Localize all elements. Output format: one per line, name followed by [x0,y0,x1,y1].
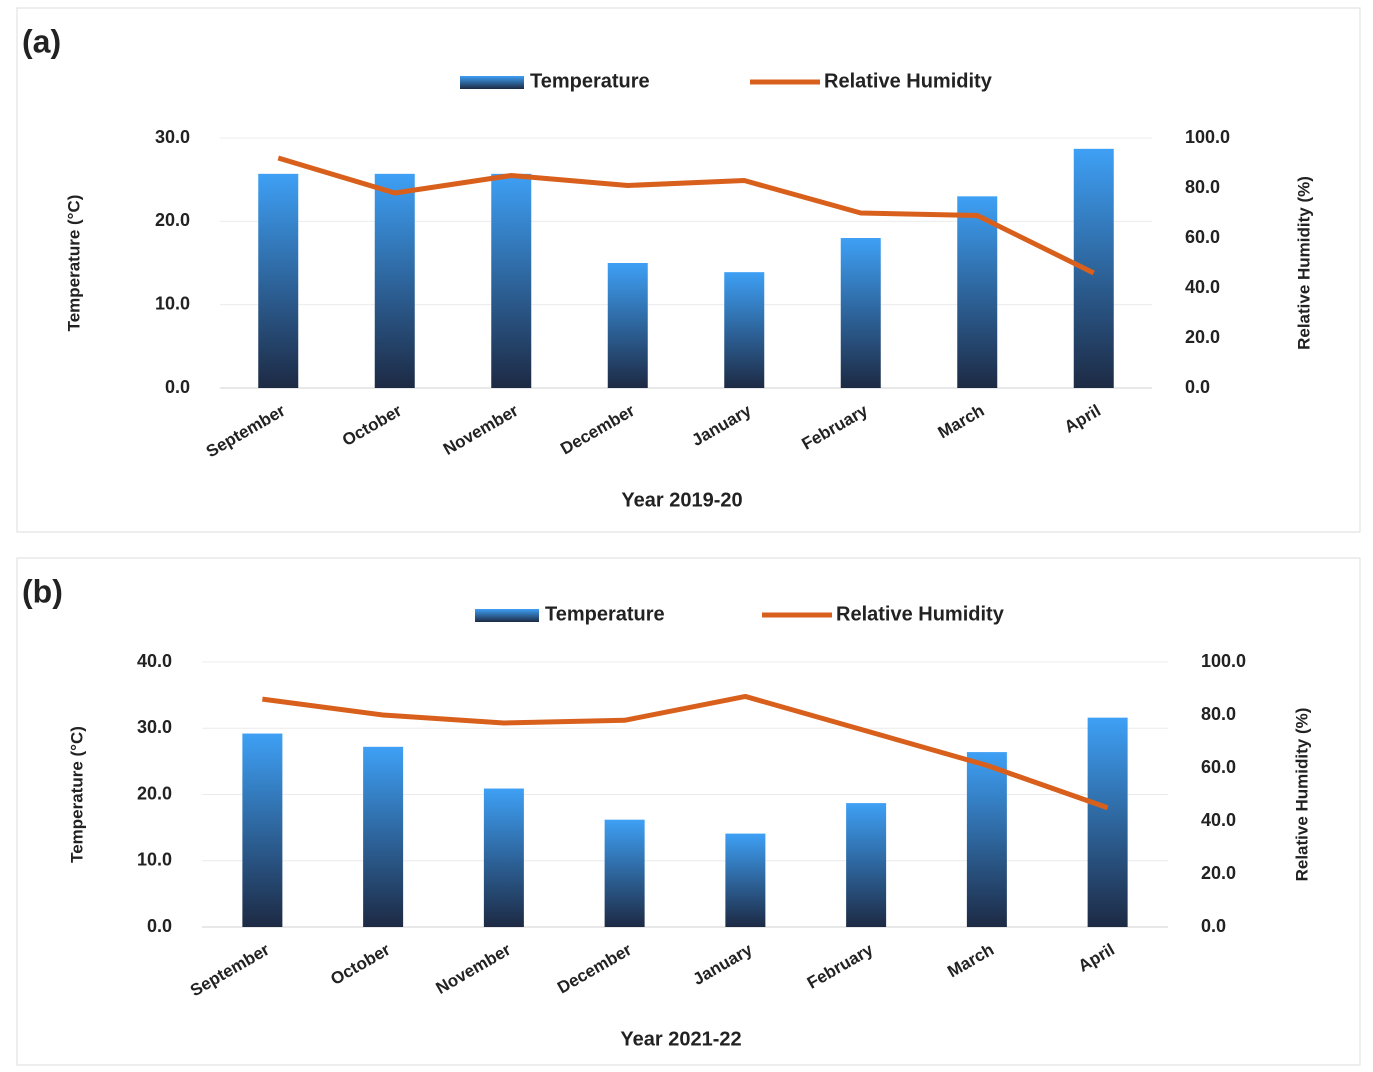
x-tick-label: December [557,401,638,459]
panel-label: (a) [22,23,61,59]
bar [724,272,765,388]
bar [966,752,1007,927]
x-axis-title: Year 2021-22 [620,1028,741,1050]
legend-label: Relative Humidity [824,70,993,92]
x-tick-label: January [690,940,756,989]
x-tick-label: January [689,401,755,450]
x-axis-title: Year 2019-20 [621,489,742,511]
x-tick-label: March [944,940,997,981]
x-tick-label: September [203,401,289,462]
y2-tick-label: 20.0 [1185,327,1220,347]
y-tick-label: 40.0 [137,651,172,671]
legend-swatch [460,76,524,89]
x-tick-label: April [1061,401,1104,437]
x-tick-label: September [187,940,273,1001]
bar [242,733,283,927]
y2-tick-label: 0.0 [1185,377,1210,397]
x-tick-label: April [1075,940,1118,976]
bar [957,196,998,388]
x-tick-label: October [339,401,405,450]
y2-axis-title: Relative Humidity (%) [1294,176,1313,350]
panel-frame [16,7,1361,533]
line [277,155,1095,276]
x-tick-label: November [433,940,515,998]
x-tick-label: February [804,940,877,993]
y2-tick-label: 60.0 [1201,757,1236,777]
y-tick-label: 30.0 [137,717,172,737]
x-tick-label: December [554,940,635,998]
y2-tick-label: 80.0 [1201,704,1236,724]
y-tick-label: 0.0 [165,377,190,397]
y-axis-title: Temperature (°C) [64,195,83,332]
bar [491,173,532,388]
y2-tick-label: 40.0 [1201,810,1236,830]
y2-tick-label: 80.0 [1185,177,1220,197]
y-tick-label: 30.0 [155,127,190,147]
bar [607,263,648,388]
y-tick-label: 20.0 [137,783,172,803]
panel-frame [16,557,1361,1066]
y2-tick-label: 40.0 [1185,277,1220,297]
line [262,693,1109,811]
y2-tick-label: 100.0 [1201,651,1246,671]
bar [1087,717,1128,927]
bar [258,173,299,388]
y-tick-label: 10.0 [155,293,190,313]
y2-axis-title: Relative Humidity (%) [1292,708,1311,882]
y-axis-title: Temperature (°C) [67,726,86,863]
legend-label: Relative Humidity [836,603,1005,625]
y2-tick-label: 100.0 [1185,127,1230,147]
bar [604,819,645,927]
panel-label: (b) [22,573,63,609]
x-tick-label: March [935,401,988,442]
legend-label: Temperature [545,603,665,625]
bar [483,788,524,927]
y-tick-label: 20.0 [155,210,190,230]
x-tick-label: November [440,401,522,459]
legend-label: Temperature [530,70,650,92]
y2-tick-label: 0.0 [1201,916,1226,936]
x-tick-label: October [327,940,393,989]
x-tick-label: February [798,401,871,454]
bar [846,803,887,927]
bar [363,746,404,927]
y2-tick-label: 60.0 [1185,227,1220,247]
legend-swatch [475,609,539,622]
bar [725,833,766,927]
bar [374,173,415,388]
y2-tick-label: 20.0 [1201,863,1236,883]
y-tick-label: 0.0 [147,916,172,936]
bar [840,238,881,388]
y-tick-label: 10.0 [137,850,172,870]
